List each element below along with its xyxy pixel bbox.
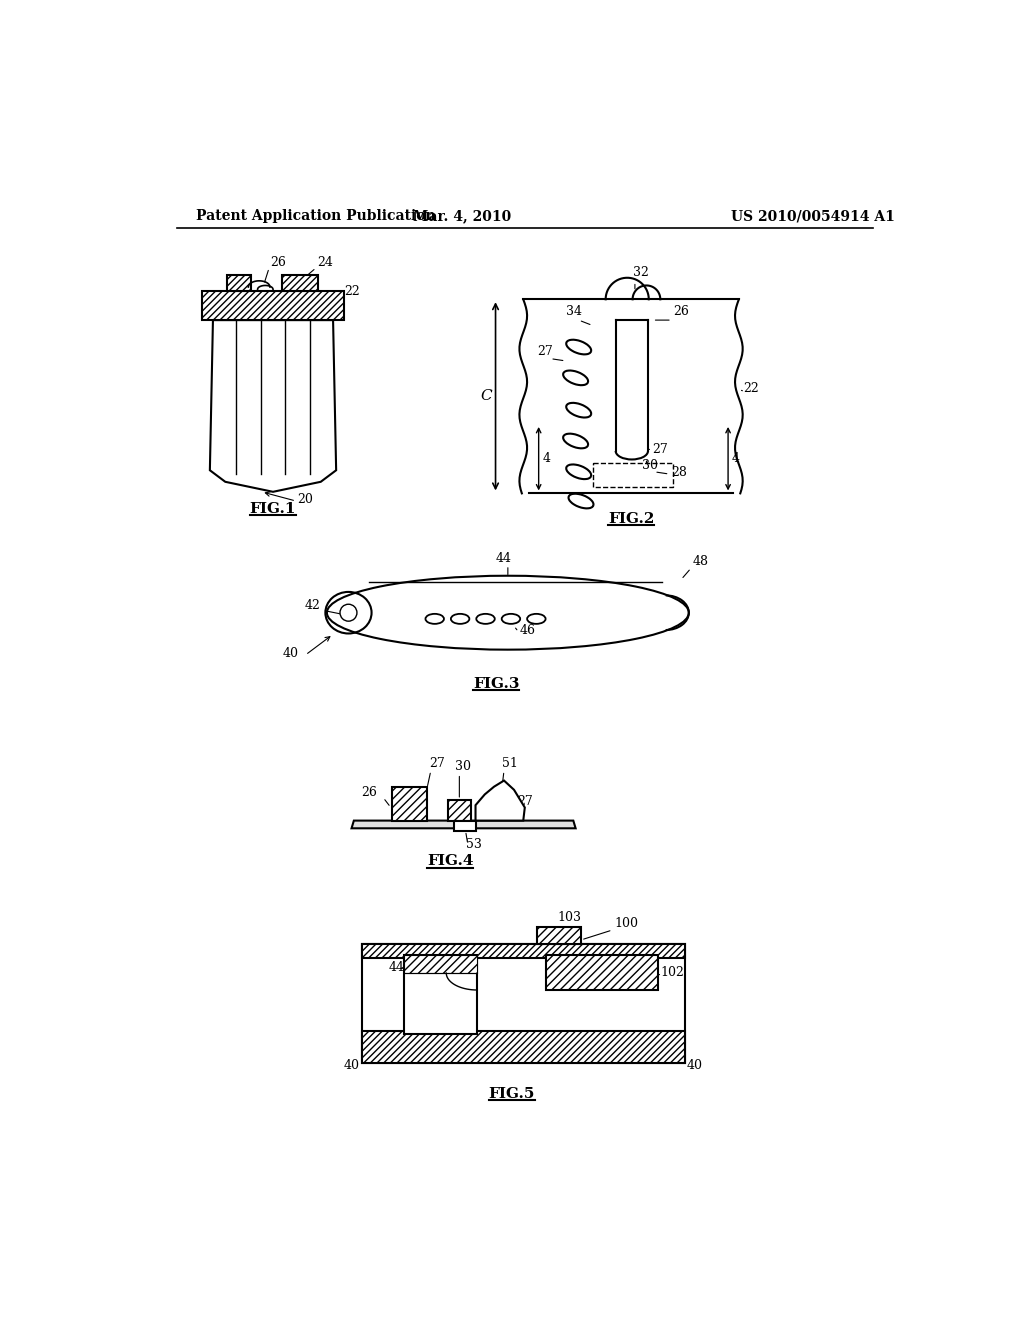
Text: 24: 24: [316, 256, 333, 269]
Text: FIG.2: FIG.2: [608, 512, 654, 525]
Text: 40: 40: [344, 1060, 360, 1072]
Text: 4: 4: [732, 453, 740, 465]
Text: 28: 28: [671, 466, 687, 479]
Text: 4: 4: [543, 453, 551, 465]
Text: 27: 27: [429, 756, 445, 770]
Text: 26: 26: [361, 785, 377, 799]
Polygon shape: [361, 944, 685, 1063]
Text: 40: 40: [283, 647, 298, 660]
Polygon shape: [454, 821, 475, 830]
Text: 26: 26: [270, 256, 286, 269]
Text: 103: 103: [558, 911, 582, 924]
Polygon shape: [403, 956, 477, 1034]
Text: 102: 102: [660, 966, 684, 979]
Text: 48: 48: [692, 554, 709, 568]
Text: 34: 34: [565, 305, 582, 318]
Text: FIG.3: FIG.3: [473, 677, 519, 690]
Polygon shape: [547, 956, 658, 990]
Text: FIG.5: FIG.5: [488, 1086, 535, 1101]
Text: 30: 30: [642, 459, 657, 471]
Text: 40: 40: [686, 1060, 702, 1072]
Polygon shape: [538, 927, 581, 944]
Polygon shape: [283, 276, 317, 290]
Text: Mar. 4, 2010: Mar. 4, 2010: [413, 209, 511, 223]
Text: C: C: [480, 389, 493, 404]
Text: 100: 100: [614, 917, 638, 929]
Text: 53: 53: [466, 838, 481, 851]
Polygon shape: [202, 290, 344, 321]
Polygon shape: [475, 780, 524, 821]
Polygon shape: [351, 821, 575, 829]
Text: 44: 44: [388, 961, 404, 974]
Text: 22: 22: [345, 285, 360, 298]
Text: 27: 27: [517, 795, 532, 808]
Polygon shape: [403, 956, 477, 973]
Text: 46: 46: [519, 624, 536, 638]
Polygon shape: [392, 787, 427, 821]
Text: 30: 30: [456, 760, 471, 772]
Text: Patent Application Publication: Patent Application Publication: [196, 209, 435, 223]
Polygon shape: [226, 276, 252, 290]
Text: 27: 27: [538, 345, 553, 358]
Text: 20: 20: [298, 492, 313, 506]
Text: 44: 44: [496, 552, 512, 565]
Text: 32: 32: [633, 267, 648, 280]
Polygon shape: [361, 944, 685, 958]
Text: 27: 27: [652, 444, 669, 457]
Text: US 2010/0054914 A1: US 2010/0054914 A1: [731, 209, 895, 223]
Text: FIG.1: FIG.1: [250, 502, 296, 516]
Text: 51: 51: [502, 756, 517, 770]
Polygon shape: [447, 800, 471, 821]
Text: 22: 22: [743, 381, 759, 395]
Polygon shape: [361, 1031, 685, 1063]
Text: 42: 42: [305, 599, 321, 612]
Text: FIG.4: FIG.4: [427, 854, 473, 869]
Text: 26: 26: [674, 305, 689, 318]
